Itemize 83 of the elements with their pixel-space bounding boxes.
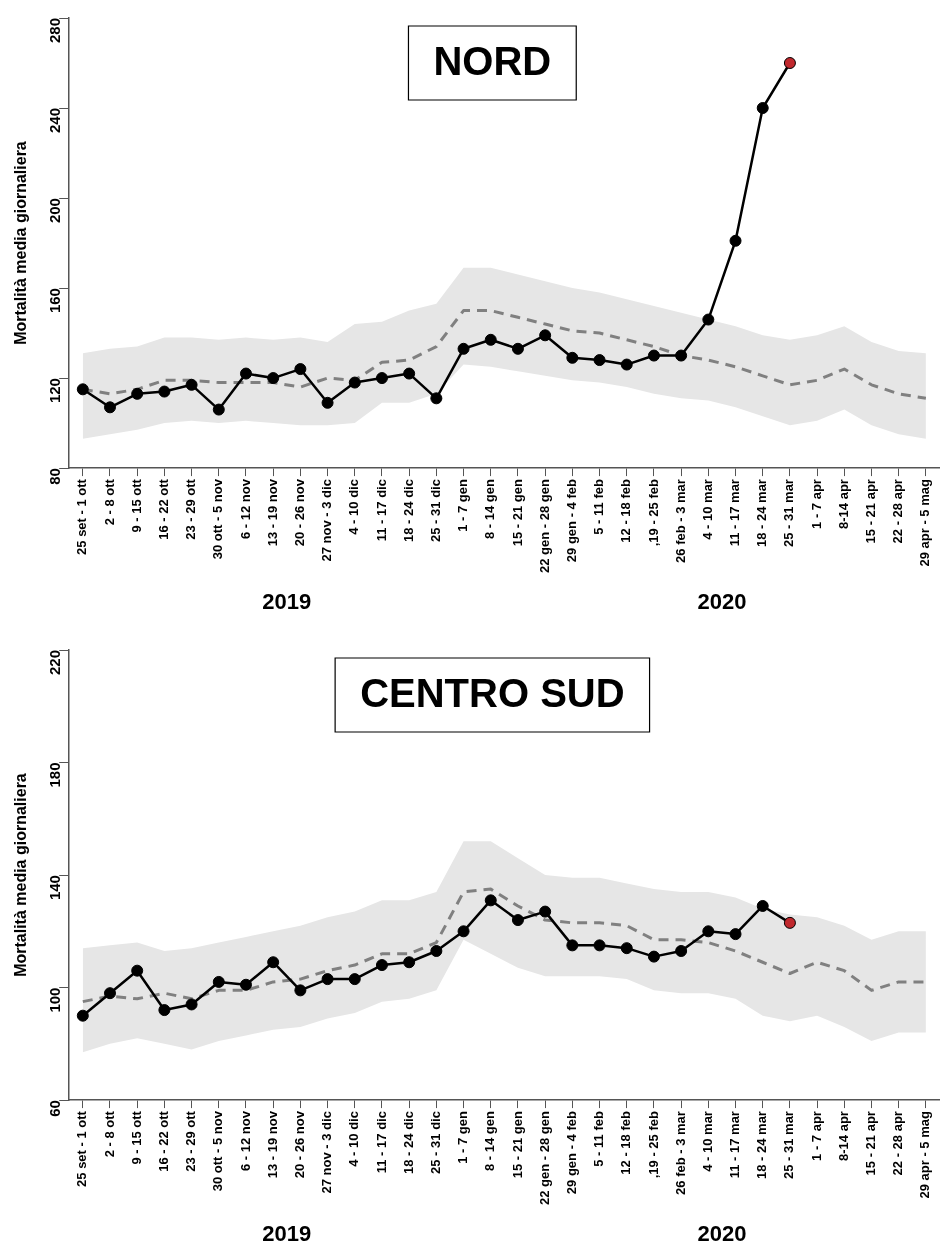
x-tick-label: 18 - 24 dic xyxy=(400,1111,416,1174)
x-tick-label: 18 - 24 dic xyxy=(400,479,416,542)
x-tick-label: 9 - 15 ott xyxy=(128,1110,144,1165)
x-tick-label: 12 - 18 feb xyxy=(618,1111,634,1175)
x-tick-label: 11 - 17 dic xyxy=(373,1111,389,1174)
y-tick-label: 140 xyxy=(46,875,64,901)
x-tick-label: 5 - 11 feb xyxy=(591,479,607,535)
x-tick-label: 1 - 7 apr xyxy=(808,479,824,529)
text: CENTRO SUD xyxy=(360,671,625,716)
y-tick-label: 80 xyxy=(46,468,64,485)
x-tick-label: 11 - 17 mar xyxy=(727,1111,743,1179)
x-tick-label: 2 - 8 ott xyxy=(101,1110,117,1158)
x-tick-label: 1 - 7 gen xyxy=(455,479,471,532)
x-tick-label: 15 - 21 gen xyxy=(509,1111,525,1179)
x-tick-label: 18 - 24 mar xyxy=(754,479,770,548)
y-tick-label: 220 xyxy=(46,650,64,676)
x-tick-label: 9 - 15 ott xyxy=(128,478,144,533)
x-tick-label: 25 - 31 dic xyxy=(427,1111,443,1174)
x-tick-label: 15 - 21 gen xyxy=(509,479,525,547)
x-tick-label: 22 gen - 28 gen xyxy=(536,479,552,573)
text: 2020 xyxy=(697,589,747,615)
text: 2019 xyxy=(262,1221,312,1247)
x-tick-label: 4 - 10 mar xyxy=(699,1111,715,1172)
x-tick-label: 5 - 11 feb xyxy=(591,1111,607,1167)
x-tick-label: 25 set - 1 ott xyxy=(74,478,90,555)
x-tick-label: 4 - 10 dic xyxy=(346,1111,362,1167)
x-tick-label: 29 gen - 4 feb xyxy=(563,479,579,563)
x-tick-label: 25 - 31 mar xyxy=(781,1111,797,1180)
x-tick-label: 30 ott - 5 nov xyxy=(210,1110,226,1192)
text: 2019 xyxy=(262,589,312,615)
x-tick-label: 25 - 31 mar xyxy=(781,479,797,548)
x-tick-label: 27 nov - 3 dic xyxy=(319,1111,335,1194)
x-tick-label: 25 set - 1 ott xyxy=(74,1110,90,1187)
x-tick-label: 15 - 21 apr xyxy=(863,1111,879,1176)
x-tick-label: 29 apr - 5 mag xyxy=(917,1111,933,1199)
text: NORD xyxy=(433,39,552,84)
y-tick-label: 180 xyxy=(46,762,64,788)
x-tick-label: 26 feb - 3 mar xyxy=(672,479,688,563)
x-tick-label: 22 - 28 apr xyxy=(890,1111,906,1176)
y-tick-label: 160 xyxy=(46,288,64,314)
y-tick-label: 100 xyxy=(46,987,64,1013)
x-tick-label: 6 - 12 nov xyxy=(237,1110,253,1172)
x-tick-label: 4 - 10 mar xyxy=(699,479,715,540)
x-tick-label: 16 - 22 ott xyxy=(155,1110,171,1172)
x-tick-label: 27 nov - 3 dic xyxy=(319,479,335,562)
y-tick-label: 280 xyxy=(46,18,64,44)
x-tick-label: 11 - 17 dic xyxy=(373,479,389,542)
x-tick-label: 29 apr - 5 mag xyxy=(917,479,933,567)
x-tick-label: 6 - 12 nov xyxy=(237,478,253,540)
x-tick-label: 16 - 22 ott xyxy=(155,478,171,540)
x-tick-label: 13 - 19 nov xyxy=(264,478,280,547)
y-tick-label: 200 xyxy=(46,198,64,224)
x-tick-label: 11 - 17 mar xyxy=(727,479,743,547)
x-tick-label: 8 - 14 gen xyxy=(482,479,498,540)
x-tick-label: 20 - 26 nov xyxy=(291,1110,307,1179)
y-axis-title: Mortalità media giornaliera xyxy=(12,773,30,977)
x-tick-label: 23 - 29 ott xyxy=(183,1110,199,1172)
y-tick-label: 120 xyxy=(46,378,64,404)
x-tick-label: 1 - 7 apr xyxy=(808,1111,824,1161)
y-axis-title: Mortalità media giornaliera xyxy=(12,141,30,345)
x-tick-label: ,19 - 25 feb xyxy=(645,1111,661,1179)
x-tick-label: 8-14 apr xyxy=(835,1111,851,1161)
x-tick-label: 13 - 19 nov xyxy=(264,1110,280,1179)
text: 2020 xyxy=(697,1221,747,1247)
x-tick-label: 2 - 8 ott xyxy=(101,478,117,526)
x-tick-label: 23 - 29 ott xyxy=(183,478,199,540)
x-tick-label: 22 gen - 28 gen xyxy=(536,1111,552,1205)
x-tick-label: 8-14 apr xyxy=(835,479,851,529)
x-tick-label: 20 - 26 nov xyxy=(291,478,307,547)
x-tick-label: 8 - 14 gen xyxy=(482,1111,498,1172)
x-tick-label: 12 - 18 feb xyxy=(618,479,634,543)
y-tick-label: 60 xyxy=(46,1100,64,1117)
x-tick-label: 1 - 7 gen xyxy=(455,1111,471,1164)
y-tick-label: 240 xyxy=(46,108,64,134)
x-tick-label: 4 - 10 dic xyxy=(346,479,362,535)
x-tick-label: 15 - 21 apr xyxy=(863,479,879,544)
x-tick-label: ,19 - 25 feb xyxy=(645,479,661,547)
x-tick-label: 22 - 28 apr xyxy=(890,479,906,544)
x-tick-label: 26 feb - 3 mar xyxy=(672,1111,688,1195)
x-tick-label: 30 ott - 5 nov xyxy=(210,478,226,560)
x-tick-label: 18 - 24 mar xyxy=(754,1111,770,1180)
x-tick-label: 25 - 31 dic xyxy=(427,479,443,542)
x-tick-label: 29 gen - 4 feb xyxy=(563,1111,579,1195)
